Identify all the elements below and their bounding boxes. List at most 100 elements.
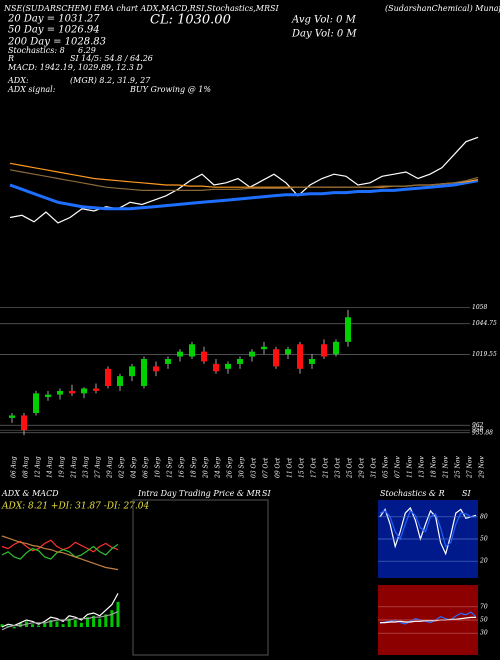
y-tick-label: 962: [472, 422, 484, 429]
rsi-r: R: [7, 54, 14, 63]
x-tick-label: 18 Sep: [191, 457, 198, 478]
macd-bar: [0, 624, 4, 627]
x-tick-label: 07 Oct: [263, 457, 270, 478]
y-tick-label: 20: [479, 558, 488, 565]
x-tick-label: 03 Oct: [251, 457, 258, 478]
ema50: 50 Day = 1026.94: [8, 25, 100, 36]
x-tick-label: 21 Nov: [443, 456, 450, 479]
macd-bar: [79, 622, 83, 627]
candle-body: [57, 390, 63, 395]
candle-body: [69, 390, 75, 394]
candle-body: [261, 346, 267, 350]
intraday-box: [132, 499, 269, 656]
x-tick-label: 05 Nov: [383, 456, 390, 478]
candle-body: [141, 359, 147, 386]
x-tick-label: 25 Nov: [455, 456, 462, 479]
y-tick-label: 1058: [472, 304, 487, 311]
macd-bar: [43, 622, 47, 627]
adx-values: (MGR) 8.2, 31.9, 27: [70, 76, 151, 85]
panel-title: Intra Day Trading Price & MR: [137, 489, 261, 498]
line-series: [379, 611, 477, 625]
candle-body: [213, 363, 219, 372]
candle-body: [249, 351, 255, 357]
x-tick-label: 26 Sep: [227, 457, 234, 479]
line-series: [1, 543, 119, 560]
ema200: 200 Day = 1028.83: [7, 37, 106, 48]
x-tick-label: 29 Oct: [359, 457, 366, 479]
candle-body: [81, 388, 87, 394]
x-tick-label: 04 Sep: [131, 457, 138, 478]
x-tick-label: 08 Aug: [23, 456, 30, 478]
macd-bar: [116, 601, 120, 627]
stoch-text: Stochastics: 8: [8, 46, 65, 55]
stoch-text2: 6.29: [78, 46, 96, 55]
macd-bar: [49, 620, 53, 627]
candle-body: [105, 368, 111, 386]
candle-body: [93, 388, 99, 391]
candle-body: [177, 351, 183, 357]
x-tick-label: 27 Nov: [467, 456, 474, 479]
candle-body: [225, 363, 231, 369]
candle-body: [309, 359, 315, 364]
x-tick-label: 23 Aug: [83, 456, 90, 479]
candle-body: [237, 359, 243, 364]
x-tick-label: 23 Oct: [335, 457, 342, 479]
adx-readout: ADX: 8.21 +DI: 31.87 -DI: 27.04: [1, 502, 149, 512]
candle-body: [201, 351, 207, 362]
line-series: [1, 535, 119, 571]
line-series: [9, 169, 479, 191]
candle-body: [285, 349, 291, 355]
line-series: [9, 136, 479, 224]
y-tick-label: 1044.75: [472, 320, 497, 327]
x-tick-label: 20 Sep: [203, 457, 210, 479]
x-tick-label: 27 Aug: [95, 456, 102, 479]
x-tick-label: 11 Nov: [407, 456, 414, 478]
candle-body: [297, 344, 303, 369]
y-tick-label: 1019.55: [472, 351, 497, 358]
x-tick-label: 19 Aug: [59, 456, 66, 478]
candle-body: [189, 344, 195, 357]
candle-body: [333, 341, 339, 355]
candle-body: [45, 394, 51, 398]
x-tick-label: 18 Nov: [431, 456, 438, 478]
x-tick-label: 14 Aug: [47, 456, 54, 478]
y-tick-label: 30: [480, 630, 488, 637]
candle-body: [21, 415, 27, 431]
candle-body: [321, 344, 327, 357]
macd-bar: [73, 620, 77, 627]
line-series: [9, 179, 479, 211]
y-tick-label: 80: [480, 513, 488, 520]
y-tick-label: 958: [472, 427, 484, 434]
candle-body: [129, 366, 135, 377]
line-series: [379, 506, 477, 556]
macd-bar: [104, 614, 108, 627]
panel-subtitle: SI: [262, 489, 271, 498]
day-vol: Day Vol: 0 M: [291, 29, 357, 40]
adx-signal-label: ADX signal:: [7, 85, 56, 94]
x-tick-label: 09 Oct: [275, 457, 282, 478]
site-name: (SudarshanChemical) MunafaSutra.com: [385, 4, 500, 13]
macd-bar: [37, 625, 41, 627]
candle-body: [345, 317, 351, 342]
x-tick-label: 07 Nov: [395, 456, 402, 478]
line-series: [1, 611, 119, 631]
x-tick-label: 12 Sep: [167, 457, 174, 478]
x-tick-label: 29 Aug: [107, 456, 114, 479]
panel-subtitle: SI: [462, 489, 471, 498]
x-tick-label: 02 Sep: [119, 457, 126, 478]
adx-label: ADX:: [7, 76, 29, 85]
ema20: 20 Day = 1031.27: [7, 14, 100, 25]
macd-bar: [12, 627, 16, 629]
adx-signal: BUY Growing @ 1%: [129, 85, 211, 94]
x-tick-label: 12 Aug: [35, 456, 42, 478]
candle-body: [165, 359, 171, 364]
page-title: NSE(SUDARSCHEM) EMA chart ADX,MACD,RSI,S…: [3, 4, 280, 13]
line-series: [380, 616, 476, 624]
x-tick-label: 06 Sep: [143, 457, 150, 478]
x-tick-label: 06 Aug: [11, 456, 18, 478]
x-tick-label: 31 Oct: [371, 457, 378, 478]
y-tick-label: 955.88: [472, 429, 493, 436]
x-tick-label: 10 Sep: [155, 457, 162, 478]
macd-bar: [92, 615, 96, 627]
